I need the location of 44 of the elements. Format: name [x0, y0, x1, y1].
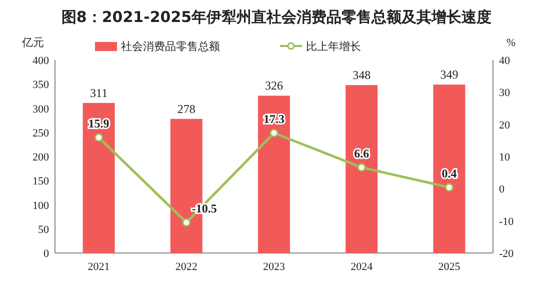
y2-tick-label: 20 [499, 119, 510, 132]
x-tick-label: 2022 [175, 261, 198, 273]
y-axis-title: 亿元 [21, 36, 44, 49]
y-tick-label: 400 [32, 55, 50, 67]
y-tick-label: 0 [44, 248, 50, 260]
y-tick-label: 100 [32, 200, 50, 212]
data-label: 311 [90, 86, 108, 100]
bar [433, 84, 466, 253]
y-tick-label: 150 [32, 176, 50, 188]
bar [82, 102, 115, 253]
legend-label: 社会消费品零售总额 [121, 40, 220, 53]
x-tick-label: 2024 [350, 261, 374, 273]
y2-tick-label: 40 [499, 55, 510, 67]
y2-tick-label: -10 [499, 216, 514, 228]
data-label: 348 [352, 68, 371, 82]
y2-tick-label: -20 [499, 248, 514, 260]
legend-label: 比上年增长 [306, 40, 361, 53]
data-label: 17.3 [264, 112, 284, 126]
chart-title: 图8：2021-2025年伊犁州直社会消费品零售总额及其增长速度 [61, 8, 492, 26]
x-tick-label: 2021 [88, 261, 110, 273]
bar [258, 96, 290, 253]
y2-tick-label: 10 [499, 152, 510, 164]
data-label: 0.4 [442, 166, 457, 180]
y-tick-label: 300 [32, 103, 50, 116]
point [94, 133, 104, 142]
data-label: 6.6 [354, 146, 370, 160]
data-label: 15.9 [88, 116, 110, 131]
point [270, 128, 278, 138]
y2-axis-title: % [506, 37, 516, 49]
y-tick-label: 200 [32, 152, 50, 164]
y-tick-label: 350 [32, 79, 50, 92]
point [182, 218, 191, 227]
y-tick-label: 250 [32, 127, 50, 140]
x-tick-label: 2025 [438, 261, 461, 273]
data-label: 326 [265, 78, 283, 93]
y2-tick-label: 0 [499, 184, 505, 196]
point [444, 183, 454, 192]
data-label: 349 [440, 68, 458, 82]
x-tick-label: 2023 [263, 261, 286, 273]
bar [346, 85, 378, 253]
y2-tick-label: 30 [499, 87, 510, 100]
y-tick-label: 50 [38, 224, 50, 236]
data-label: 278 [177, 102, 196, 116]
point [357, 163, 366, 172]
